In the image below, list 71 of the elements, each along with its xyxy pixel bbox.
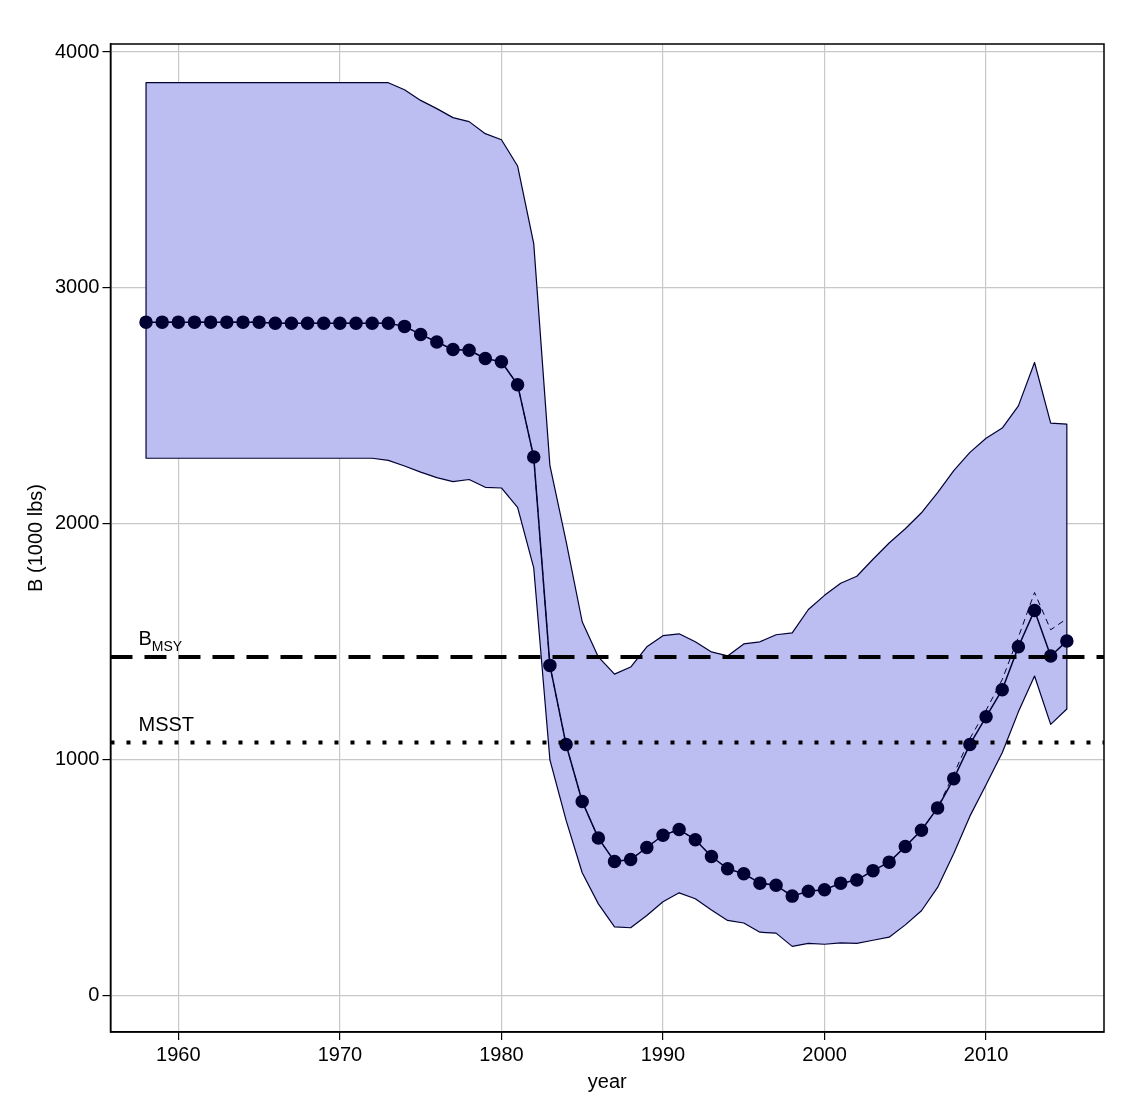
point — [817, 883, 832, 897]
point — [753, 876, 767, 890]
point — [559, 737, 573, 752]
point — [801, 884, 816, 898]
point — [203, 315, 218, 329]
y-tick-label: 4000 — [54, 39, 100, 62]
y-axis-title: B (1000 lbs) — [23, 484, 46, 592]
point — [737, 866, 751, 881]
ref-line-label: MSST — [138, 712, 195, 735]
point — [478, 351, 493, 366]
point — [656, 828, 670, 842]
point — [575, 794, 589, 809]
point — [833, 876, 848, 890]
y-tick-label: 2000 — [54, 511, 100, 534]
point — [963, 737, 977, 752]
point — [1060, 634, 1074, 648]
point — [446, 342, 460, 357]
point — [785, 889, 799, 903]
point — [930, 801, 945, 815]
point — [333, 316, 347, 331]
point — [139, 315, 153, 329]
y-tick-label: 3000 — [54, 275, 100, 298]
point — [155, 315, 169, 329]
point — [850, 873, 864, 887]
point — [462, 343, 476, 357]
x-tick-label: 2010 — [963, 1042, 1009, 1065]
point — [866, 863, 880, 878]
y-tick-label: 1000 — [54, 747, 100, 770]
x-tick-label: 1980 — [479, 1042, 524, 1065]
point — [397, 319, 412, 334]
point — [882, 855, 896, 869]
point — [252, 315, 266, 329]
point — [947, 771, 961, 786]
point — [995, 682, 1009, 697]
point — [591, 831, 606, 845]
x-axis-title: year — [587, 1069, 628, 1092]
x-tick-label: 1990 — [640, 1042, 686, 1065]
point — [268, 316, 283, 331]
point — [1011, 640, 1026, 654]
point — [284, 316, 299, 331]
y-tick-label: 0 — [88, 983, 100, 1006]
point — [543, 658, 557, 673]
point — [979, 710, 993, 724]
point — [769, 878, 783, 893]
point — [300, 316, 315, 331]
point — [236, 315, 250, 329]
point — [349, 316, 363, 331]
point — [688, 832, 703, 847]
point — [704, 849, 719, 864]
point — [898, 839, 913, 854]
point — [220, 315, 234, 329]
point — [623, 852, 638, 867]
point — [187, 315, 202, 329]
point — [171, 315, 186, 329]
point — [316, 316, 331, 331]
point — [1027, 603, 1042, 618]
x-tick-label: 1960 — [156, 1042, 201, 1065]
point — [510, 377, 525, 392]
point — [494, 355, 509, 369]
point — [526, 450, 541, 464]
point — [365, 316, 379, 331]
x-tick-label: 1970 — [317, 1042, 363, 1065]
point — [607, 854, 622, 869]
x-tick-label: 2000 — [802, 1042, 847, 1065]
point — [672, 822, 686, 837]
point — [381, 316, 396, 331]
point — [430, 335, 444, 349]
point — [640, 840, 654, 855]
point — [413, 327, 428, 342]
point — [914, 823, 929, 838]
point — [720, 862, 735, 876]
